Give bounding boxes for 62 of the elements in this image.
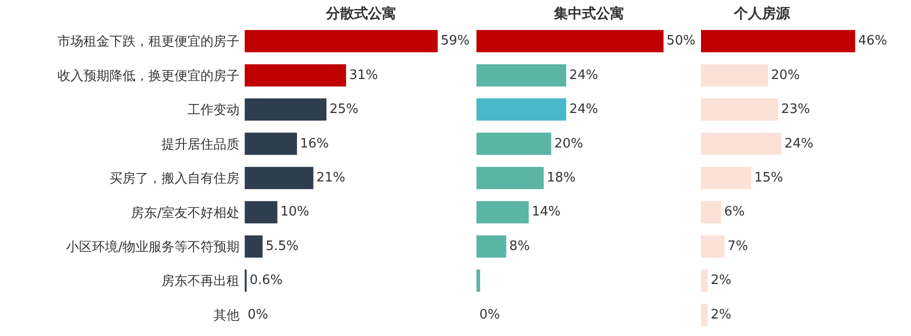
data-label: 59%	[440, 34, 470, 49]
bar	[244, 235, 263, 258]
y-tick-label: 买房了，搬入自有住房	[110, 170, 240, 187]
data-label: 14%	[532, 204, 561, 220]
bar	[244, 132, 297, 155]
bar	[700, 166, 752, 190]
bar	[700, 201, 722, 224]
bar	[244, 64, 346, 86]
bar	[700, 235, 724, 258]
data-label: 10%	[280, 204, 310, 220]
data-label: 24%	[569, 68, 598, 83]
bar	[476, 64, 566, 86]
chart-title: 分散式公寓	[325, 5, 396, 22]
data-label: 21%	[316, 170, 346, 186]
data-label: 0.6%	[250, 273, 283, 288]
data-label: 24%	[784, 136, 814, 152]
data-label: 46%	[858, 34, 888, 49]
data-label: 24%	[569, 102, 598, 118]
y-tick-label: 小区环境/物业服务等不符预期	[66, 238, 240, 255]
bar	[700, 30, 856, 52]
data-label: 25%	[329, 102, 358, 118]
data-label: 20%	[771, 68, 800, 83]
y-tick-label: 市场租金下跌，租更便宜的房子	[58, 34, 240, 50]
bar	[476, 30, 664, 52]
data-label: 23%	[781, 102, 810, 118]
bar	[476, 132, 552, 155]
data-label: 7%	[727, 238, 748, 254]
bar	[244, 166, 314, 190]
data-label: 5.5%	[266, 238, 299, 254]
bar	[700, 304, 708, 326]
bar	[476, 166, 544, 190]
y-tick-label: 房东/室友不好相处	[131, 204, 240, 221]
data-label: 50%	[666, 34, 696, 49]
data-label: 0%	[248, 307, 268, 322]
y-tick-label: 提升居住品质	[162, 137, 240, 152]
data-label: 8%	[509, 238, 530, 254]
data-label: 20%	[554, 136, 584, 152]
data-label: 18%	[546, 170, 576, 186]
chart-title: 个人房源	[733, 5, 791, 22]
chart-title: 集中式公寓	[553, 5, 624, 22]
data-label: 16%	[300, 136, 329, 152]
bar	[700, 98, 778, 121]
y-tick-label: 工作变动	[188, 103, 240, 118]
bar	[700, 270, 708, 292]
data-label: 6%	[724, 204, 745, 220]
bar	[700, 64, 768, 86]
bar	[476, 201, 529, 224]
bar	[244, 30, 438, 52]
data-label: 15%	[754, 170, 784, 186]
y-tick-label: 收入预期降低，换更便宜的房子	[58, 68, 240, 84]
bar	[244, 201, 278, 224]
bar	[476, 235, 506, 258]
data-label: 2%	[710, 307, 732, 322]
y-tick-label: 房东不再出租	[162, 273, 240, 290]
bar	[700, 132, 782, 155]
data-label: 31%	[349, 68, 378, 83]
data-label: 2%	[710, 273, 732, 288]
bar	[476, 98, 566, 121]
bar	[244, 98, 326, 121]
data-label: 0%	[479, 307, 500, 322]
bar	[476, 270, 480, 292]
y-tick-label: 其他	[214, 308, 240, 324]
